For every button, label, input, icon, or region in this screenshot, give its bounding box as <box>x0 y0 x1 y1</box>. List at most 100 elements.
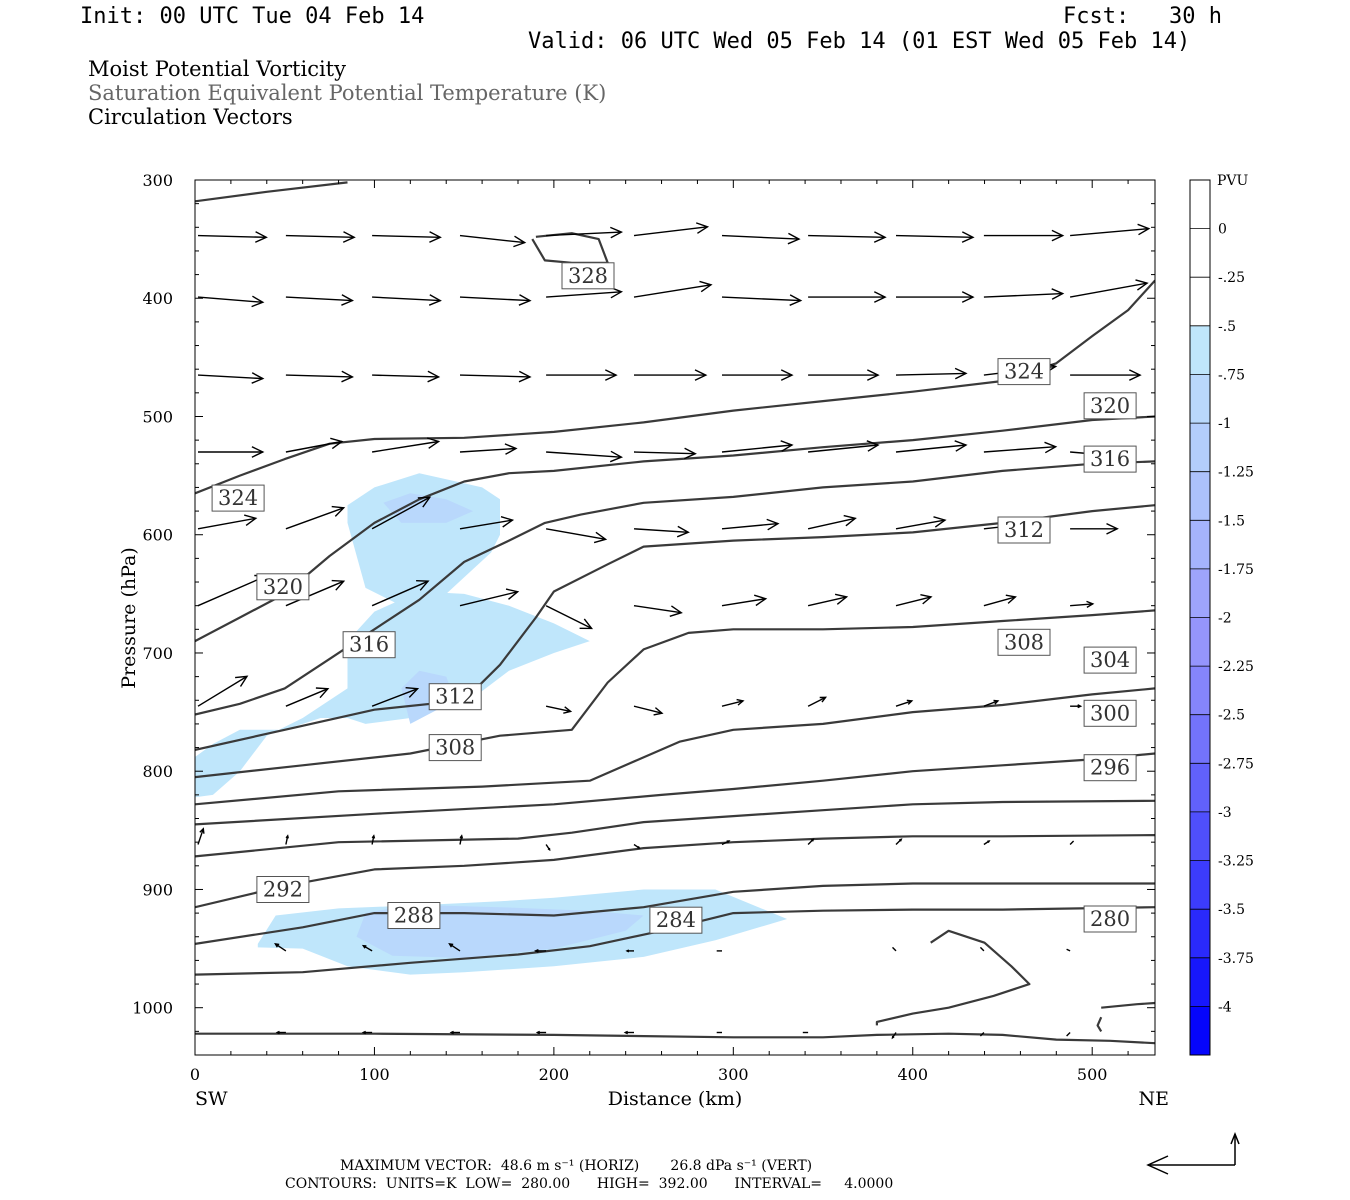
contour-label-text: 304 <box>1090 648 1130 672</box>
vector-arrow <box>633 525 690 538</box>
colorbar-label: -1 <box>1218 416 1232 432</box>
x-axis-label: Distance (km) <box>608 1088 743 1110</box>
vector-arrow <box>633 843 641 849</box>
vector-arrow <box>633 605 683 617</box>
colorbar-label: -2.25 <box>1218 659 1254 675</box>
contour-296 <box>195 799 1155 858</box>
vector-arrow <box>1069 840 1075 845</box>
vector-arrow <box>535 1030 547 1035</box>
vector-arrow <box>285 231 356 243</box>
colorbar-label: -3.75 <box>1218 951 1254 967</box>
vector-arrow <box>722 369 794 381</box>
contour-label-text: 316 <box>1090 447 1130 471</box>
x-tick-label: 300 <box>718 1065 749 1084</box>
vector-arrow <box>1070 704 1083 709</box>
vector-arrow <box>808 231 887 243</box>
contour-label: 284 <box>649 906 703 934</box>
colorbar-swatch <box>1190 277 1210 327</box>
vector-arrow <box>892 946 897 952</box>
vector-arrow <box>807 593 849 607</box>
colorbar-label: -2.5 <box>1218 708 1245 724</box>
vector-arrow <box>721 518 780 531</box>
colorbar-label: -3.5 <box>1218 902 1245 918</box>
vector-arrow <box>895 231 975 243</box>
vector-arrow <box>197 574 268 607</box>
contour-label-text: 320 <box>1090 394 1130 418</box>
contour-label: 288 <box>387 902 441 929</box>
vector-arrow <box>546 369 618 381</box>
vector-arrow <box>807 514 857 530</box>
contour-300 <box>195 752 1155 826</box>
colorbar: 0 -.25 -.5 -.75 -1 -1.25 -1.5 -1.75 -2 -2.25 -2.5 -… <box>1189 179 1254 1056</box>
vector-arrow <box>721 294 803 306</box>
contour-label-text: 320 <box>263 575 303 599</box>
vector-arrow <box>895 838 903 845</box>
vector-arrow <box>448 942 461 952</box>
vector-arrow <box>285 505 346 530</box>
vector-arrow <box>285 370 354 383</box>
y-tick-label: 800 <box>142 762 173 781</box>
colorbar-label: -3 <box>1218 805 1232 821</box>
vector-arrow <box>896 291 975 303</box>
y-tick-label: 1000 <box>132 999 173 1018</box>
vector-arrow <box>372 294 442 306</box>
colorbar-swatch <box>1190 374 1210 424</box>
vector-arrow <box>545 844 551 852</box>
vector-arrow <box>625 949 634 953</box>
y-axis-label: Pressure (hPa) <box>118 547 140 689</box>
contour-280 <box>195 1032 1155 1045</box>
contour-label-text: 324 <box>218 486 258 510</box>
contour-280 <box>875 929 1031 1026</box>
vector-arrow <box>1069 279 1149 298</box>
vector-arrow <box>895 367 968 380</box>
vector-arrow <box>285 437 344 453</box>
vector-arrow <box>197 514 258 530</box>
colorbar-swatch <box>1190 228 1210 278</box>
contour-label: 328 <box>561 262 615 290</box>
contour-label-text: 308 <box>1004 630 1044 654</box>
vector-arrow <box>459 834 464 845</box>
vector-arrow <box>459 370 532 383</box>
contour-label: 320 <box>256 573 310 601</box>
colorbar-swatch <box>1190 666 1210 716</box>
contour-304 <box>195 687 1155 806</box>
contour-label: 300 <box>1083 699 1137 727</box>
vector-arrow <box>545 528 608 544</box>
colorbar-label: -2.75 <box>1218 756 1254 772</box>
vector-arrow <box>1066 948 1071 952</box>
vector-arrow <box>895 516 947 530</box>
vector-arrow <box>623 1030 634 1035</box>
vector-arrow <box>721 232 801 245</box>
contour-316 <box>195 460 1155 716</box>
contour-labels: 328 324 324 320 316 312 320 316 308 304 312 300 308 2… <box>211 262 1137 934</box>
colorbar-label: -.5 <box>1218 319 1236 335</box>
x-tick-label: 400 <box>897 1065 928 1084</box>
contour-label: 308 <box>428 734 482 762</box>
contour-280 <box>1096 1016 1103 1032</box>
vector-arrow <box>895 440 968 453</box>
colorbar-swatch <box>1190 520 1210 570</box>
vector-arrow <box>546 226 624 239</box>
reference-vertical-arrowhead <box>1230 1131 1240 1145</box>
vector-arrow <box>1070 369 1142 381</box>
contour-label-text: 316 <box>349 633 389 657</box>
vector-arrow <box>983 441 1058 454</box>
colorbar-label: -.75 <box>1218 367 1245 383</box>
colorbar-unit: PVU <box>1217 173 1249 189</box>
vector-arrow <box>198 446 265 458</box>
colorbar-swatch <box>1190 617 1210 667</box>
vector-arrow <box>545 605 594 630</box>
colorbar-label: -.25 <box>1218 270 1245 286</box>
valid-time: Valid: 06 UTC Wed 05 Feb 14 (01 EST Wed … <box>528 29 1191 54</box>
y-tick-label: 300 <box>142 171 173 190</box>
vector-arrow <box>979 946 985 952</box>
x-tick-label: 200 <box>539 1065 570 1084</box>
vector-arrow <box>545 705 573 714</box>
vector-arrow <box>285 834 289 845</box>
vector-arrow <box>721 840 731 846</box>
contour-label-text: 312 <box>435 685 475 709</box>
vector-arrow <box>546 450 624 463</box>
vector-arrow <box>807 696 828 707</box>
vector-arrow <box>197 372 265 384</box>
contour-label: 316 <box>342 631 396 659</box>
